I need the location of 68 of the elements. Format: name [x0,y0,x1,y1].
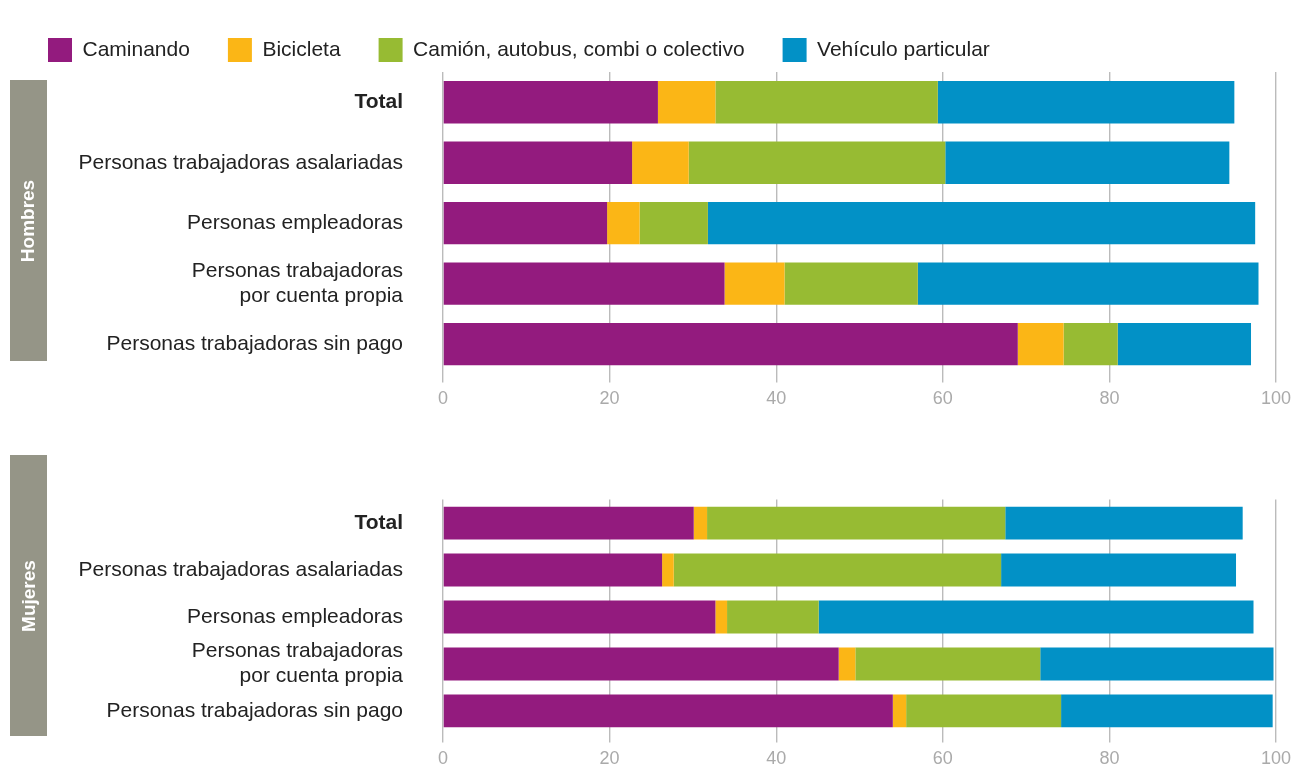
x-tick-label: 0 [437,748,449,769]
bar [443,322,1018,366]
bar [707,506,1006,540]
bar [443,600,716,634]
bar [727,600,819,634]
bar [443,506,694,540]
y-tick-label: Personas trabajadoras asalariadas [78,556,403,580]
x-tick-label: 80 [1099,388,1120,409]
x-tick-label: 60 [932,748,953,769]
bar [607,202,640,245]
x-tick-label: 100 [1260,388,1292,409]
x-tick-label: 40 [766,388,787,409]
x-tick-label: 0 [437,388,449,409]
y-tick-label: Personas trabajadoras asalariadas [78,149,403,173]
y-tick-label: Personas trabajadoras sin pago [106,697,403,721]
bar [657,81,716,124]
bar [673,553,1002,587]
bar [443,202,608,245]
y-tick-label: Total [354,89,403,113]
bar [784,262,918,305]
bar [945,141,1230,184]
bar [1017,322,1064,366]
bar [917,262,1259,305]
bar [693,506,708,540]
bar [1117,322,1252,366]
bar [662,553,674,587]
bar [818,600,1254,634]
y-axis-title: Hombres [17,179,40,262]
bar [1063,322,1118,366]
bar [443,141,633,184]
bar [1005,506,1243,540]
y-tick-label: Personas trabajadoras por cuenta propia [191,638,404,687]
bar [892,694,907,728]
bar [443,262,725,305]
x-tick-label: 80 [1099,748,1120,769]
bar [937,81,1235,124]
x-tick-label: 40 [766,748,787,769]
x-tick-label: 20 [599,388,620,409]
bar [855,647,1041,681]
bar [715,81,938,124]
legend-label: Camión, autobus, combi o colectivo [413,36,745,60]
y-tick-label: Personas empleadoras [187,210,403,233]
bar [639,202,708,245]
legend-label: Vehículo particular [817,36,990,60]
x-tick-label: 60 [932,388,953,409]
bar [1061,694,1273,728]
bar [443,553,663,587]
bar [838,647,856,681]
y-axis-title: Mujeres [17,559,40,632]
bar [632,141,689,184]
bar [715,600,728,634]
bar [443,694,893,728]
bar [688,141,946,184]
bar [1001,553,1237,587]
legend-label: Bicicleta [262,36,341,60]
bar [443,647,839,681]
legend-label: Caminando [82,36,190,60]
x-tick-label: 100 [1260,748,1292,769]
bar [1040,647,1274,681]
bar [906,694,1062,728]
bar [724,262,785,305]
y-tick-label: Total [354,509,403,533]
bar [443,81,658,124]
y-tick-label: Personas empleadoras [187,603,403,627]
bar [707,202,1256,245]
x-tick-label: 20 [599,748,620,769]
y-tick-label: Personas trabajadoras sin pago [106,330,403,354]
y-tick-label: Personas trabajadoras por cuenta propia [191,257,404,307]
